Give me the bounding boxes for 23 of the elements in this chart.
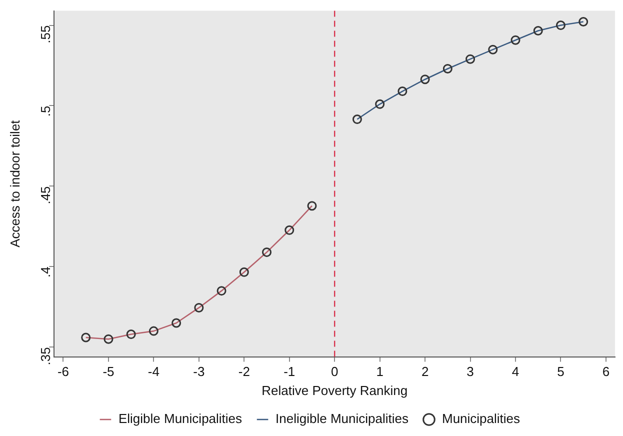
x-tick-label: -4 [148,364,160,380]
legend-label: Municipalities [442,411,521,426]
x-tick-label: 0 [330,364,338,380]
y-tick-label: .35 [38,347,53,366]
x-tick-label: -2 [238,364,250,380]
legend-label: Ineligible Municipalities [276,411,409,426]
x-tick-label: -5 [102,364,114,380]
y-tick-label: .4 [38,266,53,278]
y-tick-label: .45 [38,186,53,204]
x-tick-label: -1 [284,364,296,380]
y-tick-label: .5 [38,106,53,117]
x-tick-label: 5 [557,364,564,380]
x-tick-label: 2 [421,364,429,380]
x-tick-label: 3 [466,364,474,380]
x-axis-title: Relative Poverty Ranking [262,382,408,398]
x-tick-label: 4 [512,364,520,380]
x-tick-label: 1 [376,364,384,380]
y-axis-title: Access to indoor toilet [7,120,22,248]
y-tick-label: .55 [38,25,53,44]
x-tick-label: -6 [57,364,70,380]
x-tick-label: -3 [193,364,205,380]
legend-label: Eligible Municipalities [118,411,243,426]
x-tick-label: 6 [602,364,610,380]
